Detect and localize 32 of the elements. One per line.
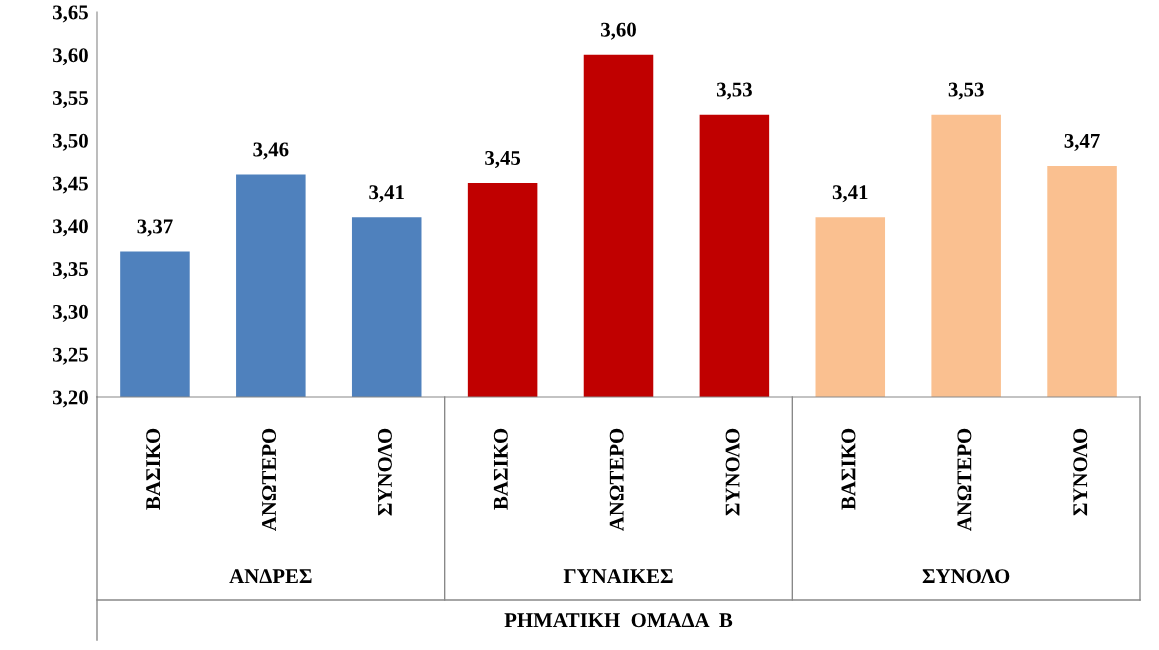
x-tick-label: ΒΑΣΙΚΟ (841, 428, 856, 510)
x-axis-title: ΡΗΜΑΤΙΚΗ ΟΜΑΔΑ Β (504, 613, 733, 628)
data-label: 3,47 (1064, 133, 1100, 151)
text: ΑΝΔΡΕΣ (229, 569, 312, 584)
text: ΣΥΝΟΛΟ (922, 569, 1010, 584)
x-tick-label: ΣΥΝΟΛΟ (377, 428, 392, 516)
y-tick-label: 3,25 (52, 347, 88, 365)
y-tick-label: 3,30 (52, 304, 88, 322)
data-label: 3,37 (137, 219, 173, 237)
y-tick-label: 3,50 (52, 133, 88, 151)
x-tick-label: ΑΝΩΤΕΡΟ (957, 428, 972, 532)
x-tick-label: ΒΑΣΙΚΟ (146, 428, 161, 510)
data-label: 3,45 (485, 150, 521, 169)
x-tick-label: ΣΥΝΟΛΟ (725, 428, 740, 516)
y-tick-label: 3,55 (52, 90, 88, 109)
data-label: 3,46 (253, 142, 289, 160)
y-tick-label: 3,20 (52, 390, 88, 408)
data-label: 3,53 (948, 82, 984, 100)
text: ΓΥΝΑΙΚΕΣ (563, 569, 673, 584)
y-tick-label: 3,35 (52, 262, 88, 280)
y-tick-label: 3,65 (52, 5, 88, 23)
data-label: 3,53 (716, 82, 752, 100)
x-tick-label: ΑΝΩΤΕΡΟ (609, 428, 624, 532)
y-tick-label: 3,60 (52, 48, 88, 66)
x-tick-label: ΣΥΝΟΛΟ (1073, 428, 1088, 516)
data-label: 3,41 (832, 185, 868, 203)
x-tick-label: ΒΑΣΙΚΟ (493, 428, 508, 510)
y-tick-label: 3,45 (52, 176, 88, 194)
y-tick-label: 3,40 (52, 219, 88, 237)
x-tick-label: ΑΝΩΤΕΡΟ (262, 428, 277, 532)
data-label: 3,41 (369, 185, 404, 203)
data-label: 3,60 (601, 22, 636, 40)
